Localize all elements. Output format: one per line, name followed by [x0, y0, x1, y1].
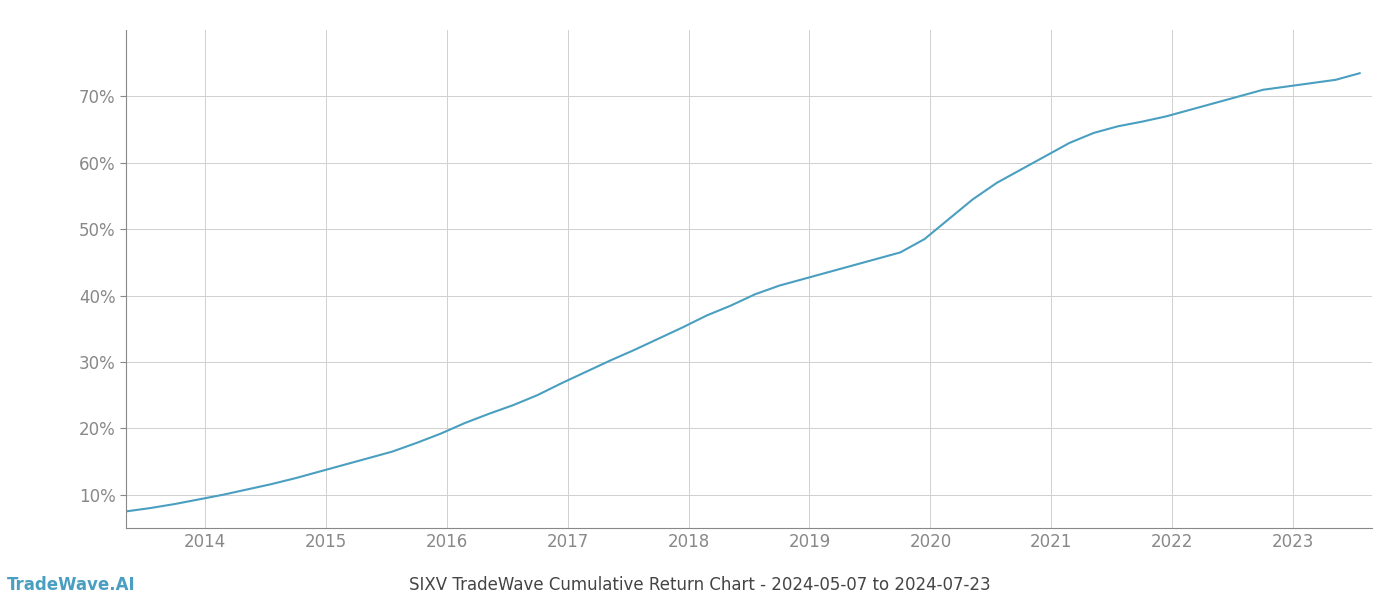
Text: TradeWave.AI: TradeWave.AI: [7, 576, 136, 594]
Text: SIXV TradeWave Cumulative Return Chart - 2024-05-07 to 2024-07-23: SIXV TradeWave Cumulative Return Chart -…: [409, 576, 991, 594]
